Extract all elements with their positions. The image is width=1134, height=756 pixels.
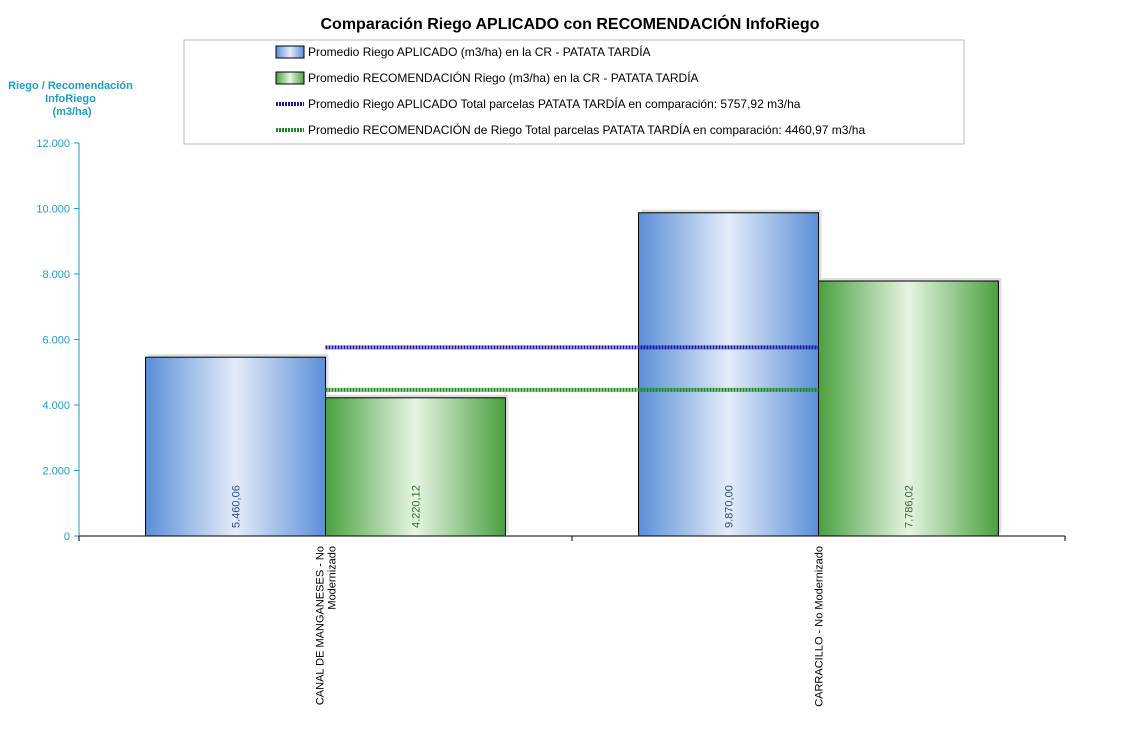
data-label: 4.220,12 [410, 485, 422, 528]
category-label: CARRACILLO - No Modernizado [814, 546, 826, 707]
legend-label-recommended-total: Promedio RECOMENDACIÓN de Riego Total pa… [308, 122, 865, 137]
legend-label-applied-total: Promedio Riego APLICADO Total parcelas P… [308, 96, 801, 111]
category-labels: CANAL DE MANGANESES - No Modernizado CARRA… [315, 546, 826, 707]
category-label-line: CARRACILLO - No Modernizado [814, 546, 826, 707]
y-axis-label-line-3: (m3/ha) [52, 106, 91, 118]
y-axis-label-line-1: Riego / Recomendación [8, 80, 133, 92]
y-axis-label: Riego / Recomendación InfoRiego (m3/ha) [8, 80, 136, 118]
legend-swatch-applied [275, 45, 305, 59]
legend-label-recommended: Promedio RECOMENDACIÓN Riego (m3/ha) en … [308, 70, 699, 85]
bar [638, 212, 819, 537]
legend-swatch-recommended [275, 71, 305, 85]
data-label: 7.786,02 [903, 485, 915, 528]
y-tick-label: 12.000 [36, 138, 70, 150]
y-axis-label-line-2: InfoRiego [45, 93, 96, 105]
chart-title: Comparación Riego APLICADO con RECOMENDA… [321, 14, 820, 33]
legend-box [183, 39, 965, 145]
category-label-line: Modernizado [327, 546, 339, 610]
bar [145, 356, 326, 537]
data-label: 5.460,06 [231, 485, 243, 528]
y-tick-label: 6.000 [42, 335, 70, 347]
y-tick-label: 8.000 [42, 269, 70, 281]
y-tick-label: 4.000 [42, 400, 70, 412]
category-label-line: CANAL DE MANGANESES - No [315, 546, 327, 705]
bars: 5.460,06 4.220,12 9.870,00 7.786,02 [145, 209, 1002, 537]
axes: 0 2.000 4.000 6.000 8.000 10.000 12.000 [36, 138, 1066, 543]
bar [325, 397, 506, 537]
bar [818, 280, 999, 537]
legend: Promedio Riego APLICADO (m3/ha) en la CR… [183, 39, 965, 145]
legend-label-applied: Promedio Riego APLICADO (m3/ha) en la CR… [308, 44, 651, 59]
y-tick-label: 0 [64, 531, 70, 543]
y-tick-label: 2.000 [42, 466, 70, 478]
y-tick-label: 10.000 [36, 204, 70, 216]
category-label: CANAL DE MANGANESES - No Modernizado [315, 546, 339, 705]
data-label: 9.870,00 [724, 485, 736, 528]
reference-lines [325, 345, 819, 392]
